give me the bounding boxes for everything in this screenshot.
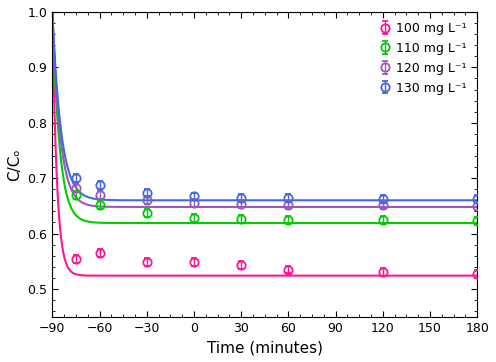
Legend: 100 mg L⁻¹, 110 mg L⁻¹, 120 mg L⁻¹, 130 mg L⁻¹: 100 mg L⁻¹, 110 mg L⁻¹, 120 mg L⁻¹, 130 … [376,18,471,98]
Y-axis label: C/Cₒ: C/Cₒ [7,148,22,181]
X-axis label: Time (minutes): Time (minutes) [207,340,323,355]
